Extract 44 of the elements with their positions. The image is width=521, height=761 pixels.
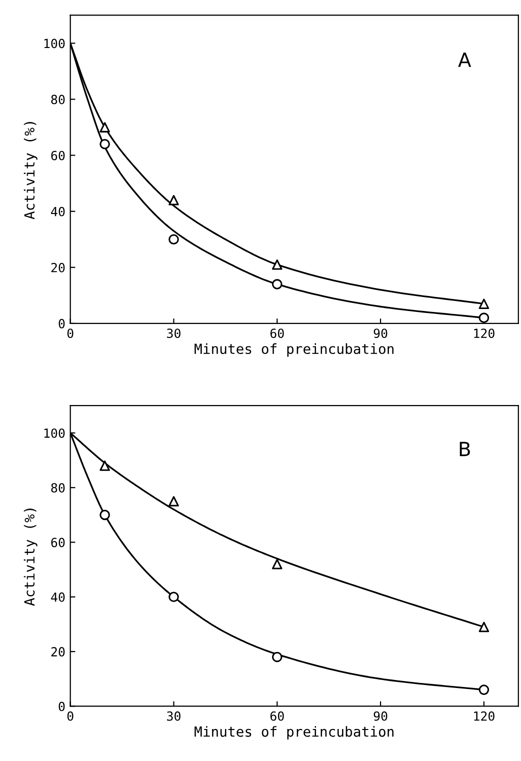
x-tick-label: 30 bbox=[167, 328, 180, 338]
point bbox=[168, 194, 179, 206]
x-axis-title: Minutes of preincubation bbox=[194, 343, 394, 357]
y-tick-label: 100 bbox=[44, 38, 65, 48]
y-tick-label: 20 bbox=[51, 262, 65, 272]
y-axis-title: Activity (%) bbox=[24, 508, 38, 606]
point bbox=[100, 510, 110, 520]
x-tick-label: 120 bbox=[474, 711, 494, 721]
x-tick-label: 0 bbox=[67, 328, 74, 338]
annotation: B bbox=[460, 442, 470, 456]
point bbox=[478, 298, 490, 309]
point bbox=[478, 312, 490, 323]
point bbox=[272, 279, 282, 290]
y-tick-label: 80 bbox=[51, 94, 65, 104]
y-tick-label: 40 bbox=[51, 592, 65, 602]
point bbox=[272, 558, 282, 570]
annotation: A bbox=[458, 52, 472, 67]
y-tick-label: 100 bbox=[44, 428, 65, 438]
y-tick-label: 40 bbox=[51, 206, 65, 216]
x-tick-label: 60 bbox=[270, 328, 284, 338]
point bbox=[168, 592, 179, 602]
point bbox=[272, 652, 282, 662]
y-axis-title: Activity (%) bbox=[24, 122, 38, 220]
x-axis-title: Minutes of preincubation bbox=[194, 726, 394, 740]
point bbox=[168, 234, 179, 245]
x-tick-label: 120 bbox=[474, 328, 494, 338]
y-tick-label: 0 bbox=[58, 318, 65, 328]
point bbox=[168, 496, 179, 506]
y-tick-label: 60 bbox=[51, 150, 65, 160]
x-tick-label: 0 bbox=[67, 711, 74, 721]
y-tick-label: 20 bbox=[51, 647, 65, 657]
point bbox=[478, 622, 490, 632]
point bbox=[478, 684, 490, 695]
y-tick-label: 80 bbox=[51, 483, 65, 493]
point bbox=[272, 259, 282, 270]
x-tick-label: 30 bbox=[167, 711, 180, 721]
y-tick-label: 60 bbox=[51, 538, 65, 548]
x-tick-label: 90 bbox=[374, 711, 388, 721]
point bbox=[100, 460, 110, 471]
x-tick-label: 60 bbox=[270, 711, 284, 721]
y-tick-label: 0 bbox=[58, 702, 65, 712]
point bbox=[100, 122, 110, 132]
x-tick-label: 90 bbox=[374, 328, 388, 338]
point bbox=[100, 138, 110, 150]
